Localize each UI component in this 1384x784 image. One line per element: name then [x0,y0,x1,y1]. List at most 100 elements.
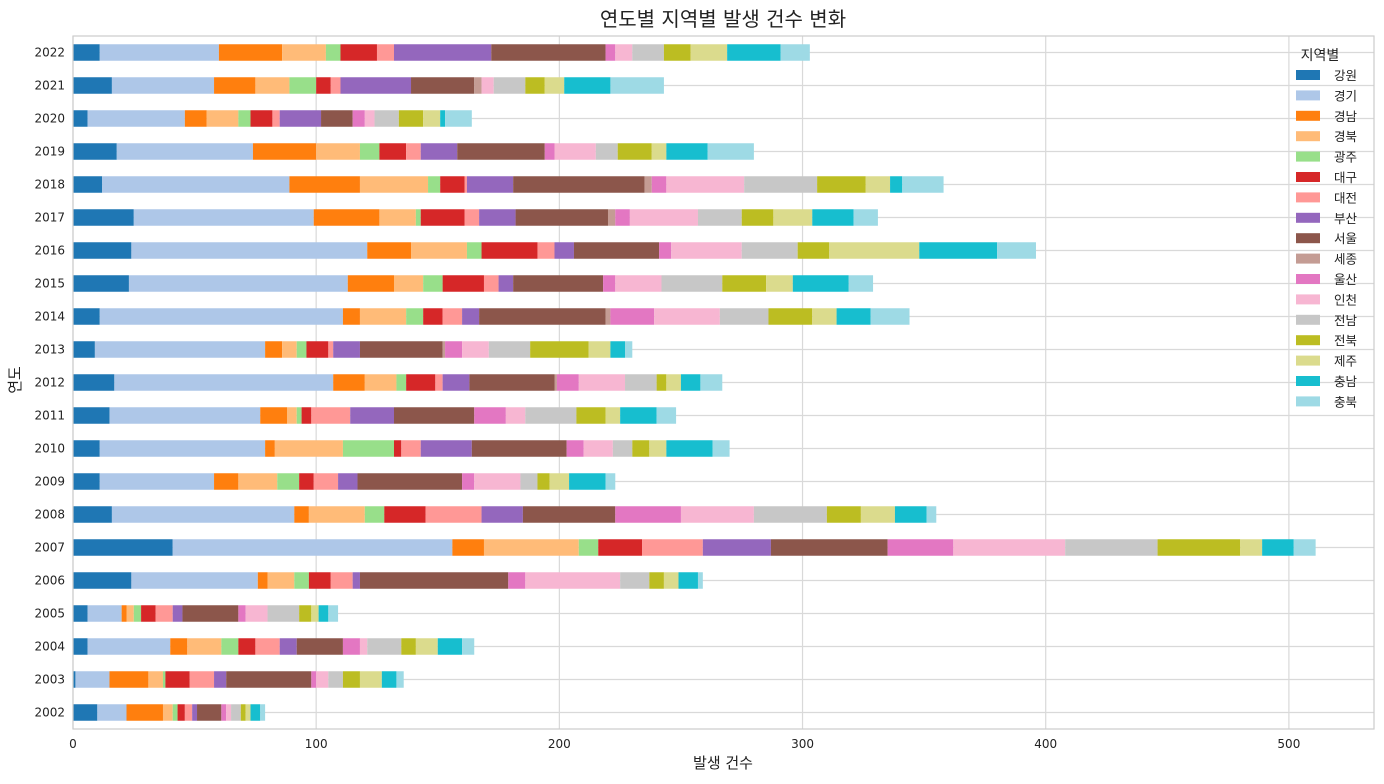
bar-segment [578,539,599,556]
bar-segment [766,275,793,292]
legend-label: 대구 [1334,170,1357,185]
bar-segment [659,242,672,259]
bar-segment [423,275,443,292]
bar-segment [73,209,134,226]
bar-segment [73,308,100,325]
bar-segment [812,308,837,325]
bar-segment [162,671,166,688]
bar-segment [296,638,343,655]
bar-segment [554,242,574,259]
bar-segment [442,341,446,358]
bar-segment [425,506,482,523]
bar-segment [615,209,630,226]
bar-segment [282,341,297,358]
legend-swatch [1296,355,1320,366]
bar-segment [661,275,723,292]
bar-segment [121,605,127,622]
legend-swatch [1296,294,1320,305]
bar-segment [313,473,339,490]
bar-segment [406,308,424,325]
legend-label: 전북 [1334,333,1357,348]
bar-segment [294,506,309,523]
bar-segment [848,275,874,292]
bar-segment [333,341,360,358]
bar-segment [663,572,679,589]
legend-swatch [1296,192,1320,203]
bar-segment [87,110,185,127]
y-tick-label: 2008 [34,508,65,522]
bar-segment [260,407,287,424]
bar-segment [690,44,728,61]
bar-segment [255,77,290,94]
bar-segment [712,440,730,457]
bar-segment [620,407,657,424]
y-tick-label: 2007 [34,541,65,555]
bar-segment [1065,539,1158,556]
bar-segment [462,341,489,358]
bar-segment [440,176,465,193]
bar-segment [666,374,681,391]
bar-segment [953,539,1066,556]
bar-segment [214,77,256,94]
bar-segment [252,143,317,160]
legend-swatch [1296,212,1320,223]
bar-segment [894,506,927,523]
y-tick-label: 2003 [34,673,65,687]
bar-segment [162,704,173,721]
bar-segment [812,209,854,226]
legend-label: 충북 [1334,394,1357,409]
bar-segment [629,209,698,226]
bar-segment [318,605,329,622]
bar-segment [321,110,353,127]
bar-segment [442,308,463,325]
bar-segment [357,473,463,490]
bar-segment [654,308,720,325]
bar-segment [286,407,297,424]
bar-segment [525,407,577,424]
bar-segment [491,44,606,61]
bar-segment [401,638,416,655]
bar-segment [610,77,664,94]
bar-segment [73,143,117,160]
y-tick-label: 2019 [34,145,65,159]
y-tick-label: 2010 [34,442,65,456]
bar-segment [753,506,827,523]
plot-frame [72,35,1375,730]
bar-segment [184,110,207,127]
bar-segment [245,704,251,721]
legend-swatch [1296,70,1320,80]
bar-segment [860,506,895,523]
bar-segment [415,638,438,655]
bar-segment [680,506,754,523]
bar-segment [102,176,290,193]
bar-segment [656,407,677,424]
bar-segment [379,209,416,226]
bar-segment [564,77,611,94]
bar-segment [342,308,360,325]
bar-segment [406,374,436,391]
bar-segment [177,704,185,721]
bar-segment [272,110,280,127]
bar-segment [267,605,300,622]
y-tick-label: 2018 [34,178,65,192]
bar-segment [649,572,664,589]
bar-segment [206,110,239,127]
bar-segment [87,605,122,622]
bar-segment [313,209,380,226]
bar-segment [384,506,426,523]
bar-segment [359,308,407,325]
bar-segment [445,110,472,127]
bar-segment [498,275,514,292]
bar-segment [393,440,402,457]
legend-swatch [1296,131,1320,142]
bar-segment [379,143,407,160]
bar-segment [289,176,360,193]
bar-segment [73,77,112,94]
bar-segment [792,275,849,292]
bar-segment [299,605,312,622]
legend-label: 전남 [1334,313,1358,328]
bar-segment [172,539,453,556]
bar-segment [520,473,538,490]
bar-segment [109,671,149,688]
bar-segment [364,110,375,127]
